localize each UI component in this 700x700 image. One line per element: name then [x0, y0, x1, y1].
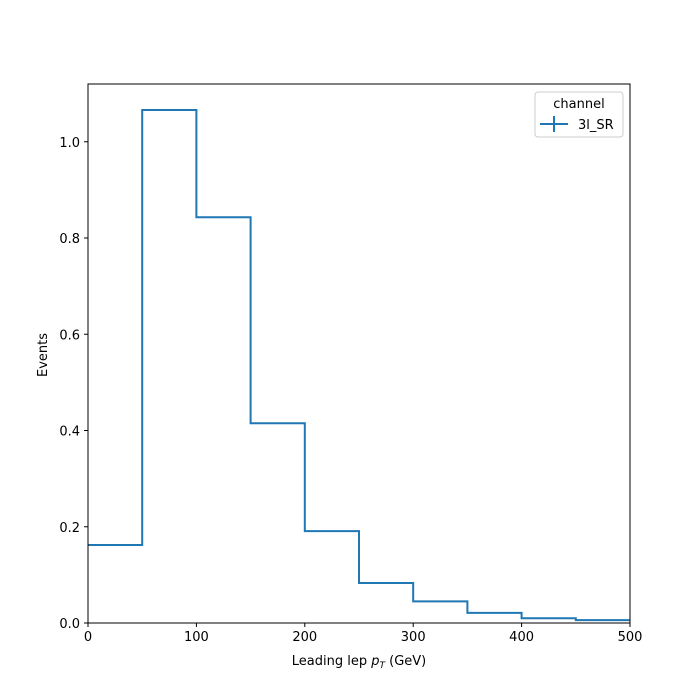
y-tick-label: 0.6 [59, 328, 80, 343]
legend-handle [540, 116, 568, 132]
axes-frame [87, 83, 631, 624]
legend-label: 3l_SR [578, 118, 614, 133]
legend: channel 3l_SR [534, 91, 624, 138]
x-tick-label: 100 [184, 630, 209, 645]
y-tick-label: 1.0 [59, 136, 80, 151]
histogram-series [88, 108, 630, 622]
x-axis-label-unit: (GeV) [385, 654, 426, 669]
x-axis-label-math: p [370, 654, 379, 669]
x-tick-label: 300 [401, 630, 426, 645]
x-axis-ticks: 0 100 200 300 400 500 [84, 623, 643, 645]
x-tick-label: 0 [84, 630, 92, 645]
x-tick-label: 500 [618, 630, 643, 645]
x-tick-label: 400 [509, 630, 534, 645]
histogram-step-line [88, 108, 630, 622]
y-tick-label: 0.8 [59, 232, 80, 247]
y-tick-label: 0.0 [59, 617, 80, 632]
x-axis-label: Leading lep pT (GeV) [292, 654, 426, 671]
legend-title: channel [553, 97, 604, 112]
x-axis-label-subscript: T [379, 661, 386, 671]
x-tick-label: 200 [292, 630, 317, 645]
legend-box [534, 91, 624, 138]
x-axis-label-prefix: Leading lep [292, 654, 371, 669]
y-tick-label: 0.2 [59, 521, 80, 536]
y-axis-ticks: 0.0 0.2 0.4 0.6 0.8 1.0 [59, 136, 88, 632]
y-axis-label: Events [36, 333, 51, 377]
y-tick-label: 0.4 [59, 425, 80, 440]
